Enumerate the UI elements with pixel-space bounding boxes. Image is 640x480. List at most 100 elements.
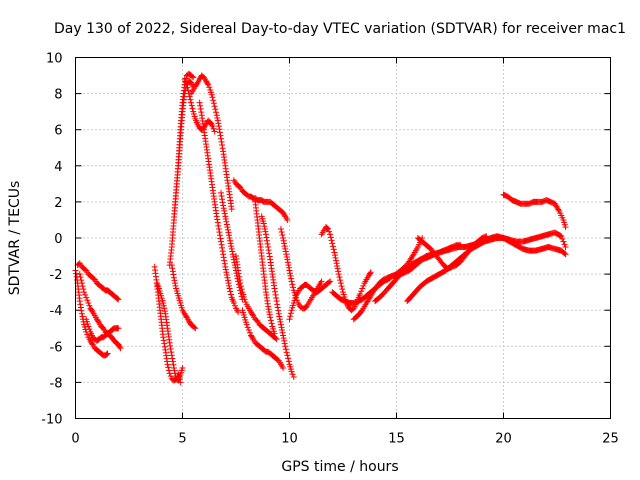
data-point xyxy=(280,235,287,241)
data-point xyxy=(267,314,274,321)
x-tick-label: 5 xyxy=(178,432,186,447)
data-point xyxy=(185,87,192,94)
data-point xyxy=(228,245,235,252)
data-point xyxy=(409,252,416,259)
data-point xyxy=(78,280,85,287)
data-point xyxy=(244,324,251,331)
data-point xyxy=(212,106,219,113)
data-point xyxy=(84,331,91,338)
series-arc-j xyxy=(188,72,235,213)
data-point xyxy=(88,340,95,347)
data-point xyxy=(337,280,344,287)
data-point xyxy=(82,291,89,298)
y-tick-label: 6 xyxy=(54,124,62,139)
series-arc-n xyxy=(230,177,291,223)
data-point xyxy=(277,225,284,232)
data-point xyxy=(323,224,330,231)
data-point xyxy=(218,241,225,248)
data-point xyxy=(171,277,178,284)
data-point xyxy=(168,262,175,269)
data-point xyxy=(561,250,568,257)
series-arc-a xyxy=(74,260,122,303)
data-point xyxy=(114,295,121,302)
data-point xyxy=(169,355,176,362)
data-point xyxy=(287,313,294,320)
data-point xyxy=(172,280,179,287)
data-point xyxy=(160,334,167,341)
data-point xyxy=(85,299,92,306)
data-point xyxy=(335,271,342,278)
y-tick-label: 10 xyxy=(46,52,63,67)
data-point xyxy=(562,251,569,258)
data-point xyxy=(235,309,242,316)
data-point xyxy=(103,351,110,358)
data-point xyxy=(172,282,179,289)
y-tick-label: 4 xyxy=(54,160,62,175)
data-point xyxy=(224,226,231,233)
data-point xyxy=(249,311,256,318)
data-point xyxy=(335,268,342,275)
data-point xyxy=(235,270,242,277)
data-point xyxy=(275,307,282,314)
data-point xyxy=(329,240,336,247)
x-tick-label: 20 xyxy=(495,432,512,447)
data-point xyxy=(206,84,213,91)
data-point xyxy=(196,99,203,106)
data-point xyxy=(242,299,249,306)
data-point xyxy=(219,196,226,203)
data-point xyxy=(327,234,334,241)
data-point xyxy=(226,235,233,241)
data-point xyxy=(189,105,196,112)
data-point xyxy=(229,248,236,255)
data-point xyxy=(227,237,234,244)
data-point xyxy=(265,306,272,313)
y-tick-label: -10 xyxy=(41,413,62,428)
data-point xyxy=(288,278,295,285)
data-point xyxy=(189,73,196,80)
data-point xyxy=(282,343,289,350)
data-point xyxy=(193,80,200,87)
data-point xyxy=(221,207,228,214)
data-point xyxy=(211,128,218,135)
y-tick-label: -6 xyxy=(50,340,63,355)
data-point xyxy=(115,325,122,332)
data-point xyxy=(213,112,220,119)
data-point xyxy=(172,373,179,380)
data-point xyxy=(271,285,278,292)
data-point xyxy=(224,274,231,281)
data-point xyxy=(221,210,228,217)
x-tick-label: 0 xyxy=(71,432,79,447)
data-point xyxy=(209,94,216,101)
data-point xyxy=(264,237,271,244)
data-point xyxy=(284,216,291,223)
data-point xyxy=(274,304,281,311)
data-point xyxy=(224,277,231,284)
data-point xyxy=(235,183,242,190)
data-point xyxy=(285,262,292,269)
data-point xyxy=(243,321,250,328)
data-point xyxy=(246,329,253,336)
data-point xyxy=(265,247,272,254)
data-point xyxy=(160,299,167,306)
y-tick-label: 0 xyxy=(54,232,62,247)
data-point xyxy=(275,310,282,317)
data-point xyxy=(167,346,174,353)
data-point xyxy=(179,364,186,371)
data-point xyxy=(80,286,87,293)
data-point xyxy=(281,337,288,344)
data-point xyxy=(288,275,295,282)
data-point xyxy=(81,289,88,296)
data-point xyxy=(170,364,177,371)
data-point xyxy=(103,351,110,358)
data-point xyxy=(197,105,204,112)
data-point xyxy=(226,232,233,239)
data-point xyxy=(95,318,102,325)
data-point xyxy=(219,199,226,206)
data-point xyxy=(281,340,288,347)
x-axis-label: GPS time / hours xyxy=(281,459,398,475)
data-point xyxy=(227,240,234,247)
data-point xyxy=(237,283,244,290)
series-arc-f xyxy=(153,280,186,384)
data-point xyxy=(215,222,222,229)
